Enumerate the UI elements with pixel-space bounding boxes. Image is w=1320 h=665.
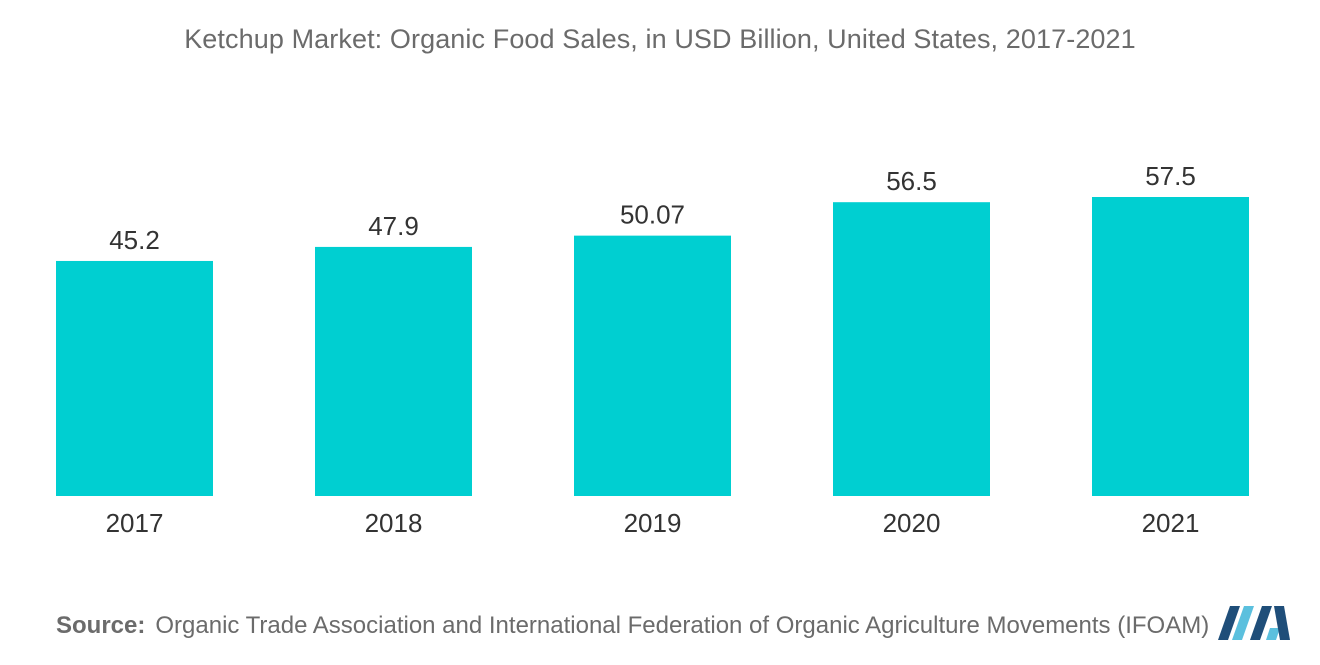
x-tick-labels-group: 2017 2018 2019 2020 2021 [106, 508, 1200, 538]
bars-group [56, 197, 1249, 497]
value-label-2018: 47.9 [368, 211, 419, 241]
value-label-2021: 57.5 [1145, 161, 1196, 191]
x-tick-label-2018: 2018 [365, 508, 423, 538]
x-tick-label-2021: 2021 [1142, 508, 1200, 538]
bar-2021 [1092, 197, 1249, 496]
value-label-2019: 50.07 [620, 200, 685, 230]
x-tick-label-2019: 2019 [624, 508, 682, 538]
chart-title: Ketchup Market: Organic Food Sales, in U… [184, 24, 1136, 54]
bar-2018 [315, 246, 472, 496]
bar-2020 [833, 202, 990, 496]
source-label: Source: [56, 612, 146, 639]
x-tick-label-2017: 2017 [106, 508, 164, 538]
bar-2017 [56, 260, 213, 496]
value-labels-group: 45.2 47.9 50.07 56.5 57.5 [109, 161, 1196, 255]
value-label-2017: 45.2 [109, 225, 160, 255]
x-tick-label-2020: 2020 [883, 508, 941, 538]
value-label-2020: 56.5 [886, 166, 937, 196]
bar-2019 [574, 235, 731, 497]
source-text: Organic Trade Association and Internatio… [155, 612, 1210, 639]
mordor-logo-icon [1214, 600, 1294, 649]
source-note: Source: Organic Trade Association and Int… [56, 612, 1209, 640]
